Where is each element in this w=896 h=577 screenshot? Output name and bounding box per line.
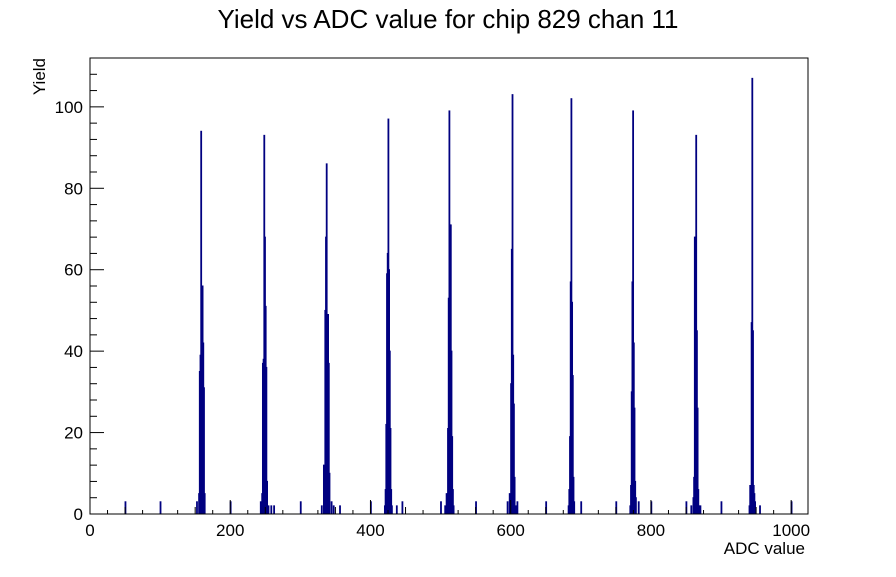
histogram-bin [299,501,302,515]
x-tick-label: 400 [356,521,384,540]
histogram-bin [452,505,455,515]
histogram-bin [720,501,723,515]
x-tick-label: 200 [216,521,244,540]
y-axis-ticks: 0 20 40 60 80 100 [55,57,104,524]
histogram-bin [513,476,516,515]
y-tick-label: 20 [64,424,83,443]
histogram-bin [203,493,206,515]
histogram-bin [339,505,341,515]
histogram-bin [637,501,640,515]
histogram-bin [506,501,509,515]
histogram-bin [440,501,442,515]
histogram-bin [267,505,270,515]
plot-frame [89,57,809,515]
x-tick-label: 1000 [772,521,810,540]
histogram-bin [690,505,693,515]
histogram-bin [759,505,761,515]
histogram-bin [270,505,273,515]
histogram-bin [159,501,162,515]
y-tick-label: 100 [55,98,83,117]
histogram-bin [322,464,325,515]
histogram-bin [391,505,393,515]
histogram-bin [266,480,269,515]
y-tick-label: 0 [74,505,83,524]
histogram-bin [698,505,700,515]
histogram-bin [635,497,637,515]
histogram-bin [330,501,333,515]
histogram-bin [320,505,323,515]
histogram-bin [445,493,448,515]
histogram-bin [328,472,331,515]
y-tick-label: 40 [64,342,83,361]
histogram-bin [754,501,757,515]
x-tick-label: 0 [85,521,94,540]
histogram-bin [259,501,262,515]
x-tick-label: 800 [637,521,665,540]
y-axis-label: Yield [30,58,49,95]
histogram-bin [516,501,519,515]
x-axis-label: ADC value [724,539,805,558]
histogram-bin [573,501,576,515]
histogram-bins [124,77,793,515]
histogram-bin [196,501,198,515]
histogram-bin [395,505,398,515]
histogram-bin [444,505,447,515]
histogram-bin [332,505,335,515]
histogram-bin [515,505,517,515]
histogram-bin [508,493,511,515]
y-tick-label: 80 [64,179,83,198]
histogram-bin [273,505,276,515]
histogram-bin [699,505,702,515]
x-tick-label: 600 [497,521,525,540]
chart-title: Yield vs ADC value for chip 829 chan 11 [217,4,678,34]
y-tick-label: 60 [64,261,83,280]
x-axis-ticks: 0 200 400 600 800 1000 [85,500,810,540]
histogram-bin [401,501,404,515]
histogram-bin [580,501,583,515]
